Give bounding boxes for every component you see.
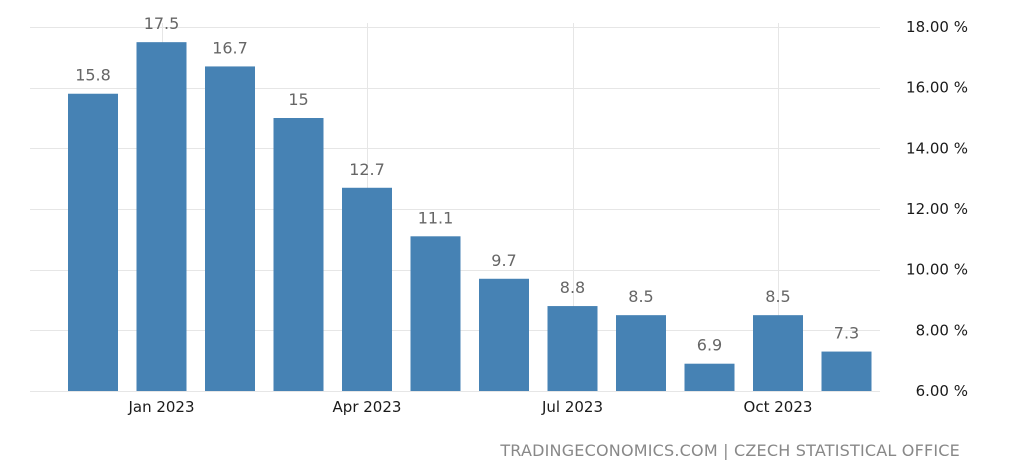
bar (616, 315, 666, 391)
bar (547, 306, 598, 391)
y-tick-label: 6.00 % (916, 382, 968, 400)
data-label: 8.5 (765, 287, 790, 306)
data-label: 12.7 (349, 160, 385, 179)
x-tick-label: Apr 2023 (333, 398, 402, 416)
bars (68, 42, 872, 392)
data-label: 16.7 (212, 38, 248, 57)
bar (136, 42, 187, 392)
bar (273, 118, 324, 391)
data-label: 15.8 (75, 66, 111, 85)
y-tick-label: 18.00 % (906, 18, 968, 36)
y-tick-label: 16.00 % (906, 79, 968, 97)
y-axis-ticks: 6.00 % 8.00 % 10.00 % 12.00 % 14.00 % 16.00 %… (906, 18, 968, 400)
value-labels: 15.8 17.5 16.7 15 12.7 11.1 9.7 8.8 8.5 6.9 8.5 7.3 (75, 14, 859, 355)
data-label: 8.8 (560, 278, 585, 297)
x-tick-label: Jan 2023 (127, 398, 194, 416)
source-credit: TRADINGECONOMICS.COM | CZECH STATISTICAL… (499, 441, 960, 460)
bar (342, 187, 392, 391)
bar (410, 236, 461, 391)
x-tick-label: Oct 2023 (744, 398, 813, 416)
data-label: 15 (288, 90, 308, 109)
x-tick-label: Jul 2023 (541, 398, 603, 416)
data-label: 7.3 (834, 324, 859, 343)
data-label: 8.5 (628, 287, 653, 306)
y-tick-label: 12.00 % (906, 200, 968, 218)
y-tick-label: 8.00 % (916, 321, 968, 339)
bar (479, 278, 529, 391)
y-tick-label: 10.00 % (906, 261, 968, 279)
bar (205, 66, 255, 391)
bar (821, 351, 872, 391)
bar (684, 363, 735, 391)
data-label: 17.5 (144, 14, 180, 33)
data-label: 11.1 (418, 208, 454, 227)
data-label: 9.7 (491, 251, 516, 270)
y-tick-label: 14.00 % (906, 139, 968, 157)
bar (753, 315, 803, 391)
bar (68, 93, 118, 391)
x-axis-ticks: Jan 2023 Apr 2023 Jul 2023 Oct 2023 (127, 398, 812, 416)
data-label: 6.9 (697, 336, 722, 355)
